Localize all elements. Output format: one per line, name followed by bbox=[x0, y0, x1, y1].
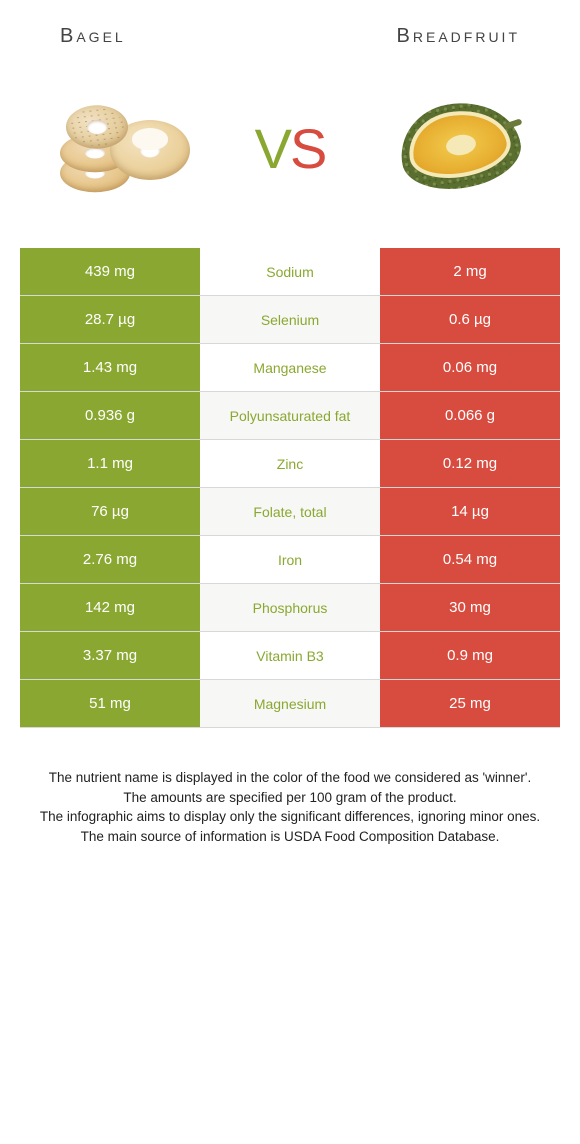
nutrient-name: Zinc bbox=[200, 440, 380, 487]
hero-section: VS bbox=[0, 58, 580, 248]
nutrient-name: Vitamin B3 bbox=[200, 632, 380, 679]
table-row: 76 µgFolate, total14 µg bbox=[20, 488, 560, 536]
left-value: 1.1 mg bbox=[20, 440, 200, 487]
vs-label: VS bbox=[255, 116, 326, 181]
table-row: 28.7 µgSelenium0.6 µg bbox=[20, 296, 560, 344]
table-row: 142 mgPhosphorus30 mg bbox=[20, 584, 560, 632]
right-food-title: Breadfruit bbox=[397, 25, 520, 48]
table-row: 1.43 mgManganese0.06 mg bbox=[20, 344, 560, 392]
left-value: 142 mg bbox=[20, 584, 200, 631]
nutrient-name: Folate, total bbox=[200, 488, 380, 535]
right-value: 0.12 mg bbox=[380, 440, 560, 487]
footer-line-1: The nutrient name is displayed in the co… bbox=[30, 768, 550, 788]
left-value: 76 µg bbox=[20, 488, 200, 535]
nutrient-name: Iron bbox=[200, 536, 380, 583]
table-row: 1.1 mgZinc0.12 mg bbox=[20, 440, 560, 488]
table-row: 51 mgMagnesium25 mg bbox=[20, 680, 560, 728]
breadfruit-image bbox=[375, 83, 535, 213]
right-value: 0.066 g bbox=[380, 392, 560, 439]
nutrient-name: Phosphorus bbox=[200, 584, 380, 631]
footer-line-2: The amounts are specified per 100 gram o… bbox=[30, 788, 550, 808]
nutrient-name: Selenium bbox=[200, 296, 380, 343]
right-value: 2 mg bbox=[380, 248, 560, 295]
left-value: 2.76 mg bbox=[20, 536, 200, 583]
right-value: 0.9 mg bbox=[380, 632, 560, 679]
left-value: 51 mg bbox=[20, 680, 200, 727]
table-row: 0.936 gPolyunsaturated fat0.066 g bbox=[20, 392, 560, 440]
nutrient-name: Manganese bbox=[200, 344, 380, 391]
footer-notes: The nutrient name is displayed in the co… bbox=[0, 728, 580, 846]
right-value: 0.06 mg bbox=[380, 344, 560, 391]
right-value: 0.6 µg bbox=[380, 296, 560, 343]
left-food-title: Bagel bbox=[60, 25, 126, 48]
left-value: 439 mg bbox=[20, 248, 200, 295]
footer-line-3: The infographic aims to display only the… bbox=[30, 807, 550, 827]
vs-s: S bbox=[290, 117, 325, 180]
right-value: 0.54 mg bbox=[380, 536, 560, 583]
footer-line-4: The main source of information is USDA F… bbox=[30, 827, 550, 847]
nutrient-name: Sodium bbox=[200, 248, 380, 295]
header: Bagel Breadfruit bbox=[0, 0, 580, 58]
vs-v: V bbox=[255, 117, 290, 180]
nutrient-table: 439 mgSodium2 mg28.7 µgSelenium0.6 µg1.4… bbox=[20, 248, 560, 728]
right-value: 14 µg bbox=[380, 488, 560, 535]
left-value: 0.936 g bbox=[20, 392, 200, 439]
left-value: 3.37 mg bbox=[20, 632, 200, 679]
right-value: 30 mg bbox=[380, 584, 560, 631]
table-row: 3.37 mgVitamin B30.9 mg bbox=[20, 632, 560, 680]
left-value: 28.7 µg bbox=[20, 296, 200, 343]
nutrient-name: Polyunsaturated fat bbox=[200, 392, 380, 439]
left-value: 1.43 mg bbox=[20, 344, 200, 391]
nutrient-name: Magnesium bbox=[200, 680, 380, 727]
table-row: 439 mgSodium2 mg bbox=[20, 248, 560, 296]
table-row: 2.76 mgIron0.54 mg bbox=[20, 536, 560, 584]
right-value: 25 mg bbox=[380, 680, 560, 727]
bagel-image bbox=[45, 83, 205, 213]
